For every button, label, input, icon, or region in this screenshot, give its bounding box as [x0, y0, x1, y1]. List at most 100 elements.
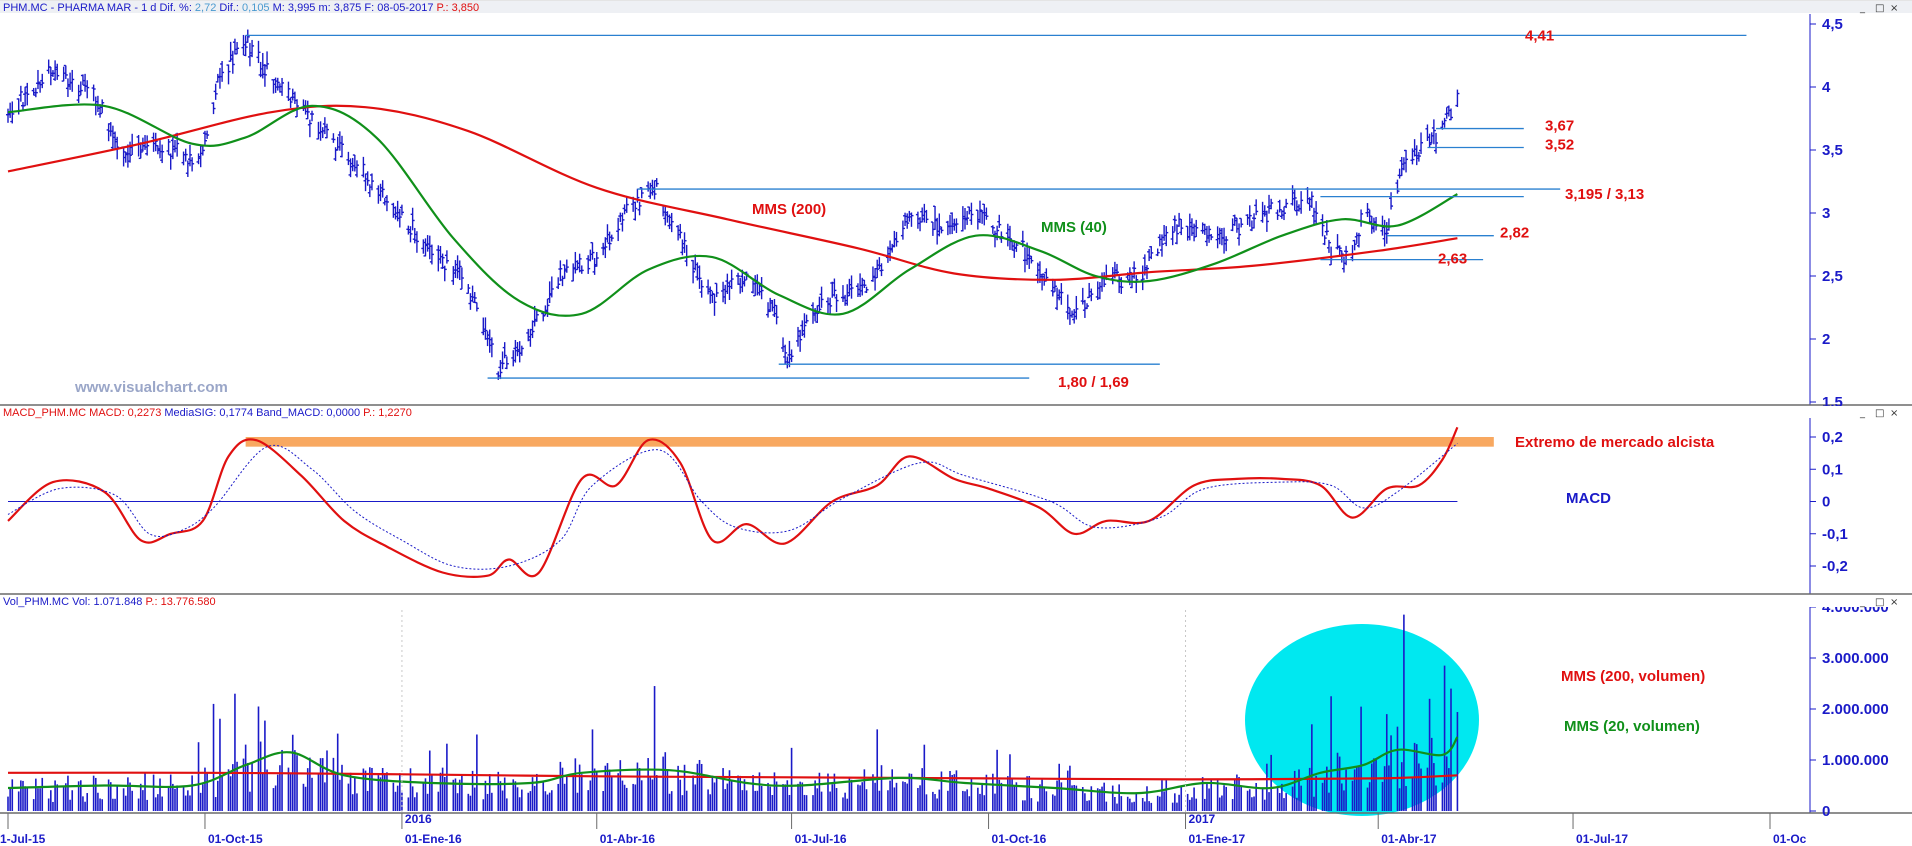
price-bars: [6, 29, 1460, 380]
macd-close-button[interactable]: ×: [1890, 408, 1898, 419]
price-bar: [1115, 263, 1120, 276]
year-label: 2016: [405, 812, 432, 826]
header-signal-label: MediaSIG:: [161, 407, 216, 419]
price-bar: [1395, 179, 1400, 194]
price-bar: [1416, 151, 1421, 162]
price-bar: [220, 61, 225, 82]
price-bar: [202, 130, 207, 145]
level-label: 3,67: [1545, 118, 1574, 135]
price-bar: [40, 73, 45, 89]
price-bar: [190, 157, 195, 172]
price-bar: [817, 296, 822, 313]
price-bar: [483, 317, 488, 340]
price-bar: [909, 212, 914, 227]
macd-y-tick-label: 0,2: [1822, 429, 1843, 446]
price-bar: [1309, 191, 1314, 208]
price-bar: [33, 87, 38, 98]
price-bar: [586, 255, 591, 274]
volume-maximize-button[interactable]: □: [1875, 597, 1884, 608]
price-bar: [1239, 217, 1244, 228]
macd-y-tick-label: -0,2: [1822, 558, 1848, 575]
price-bar: [1179, 219, 1184, 236]
header-name: Vol_PHM.MC: [3, 596, 69, 608]
header-band-value: 0,0000: [323, 407, 360, 419]
price-maximize-button[interactable]: □: [1875, 3, 1884, 14]
price-bar: [1164, 226, 1169, 247]
price-bar: [1085, 303, 1090, 310]
price-bar: [466, 284, 471, 295]
price-bar: [265, 51, 270, 70]
header-vol-label: Vol:: [69, 596, 90, 608]
x-tick-label: 01-Abr-16: [600, 832, 656, 846]
price-bar: [990, 225, 995, 234]
price-bar: [1207, 225, 1212, 243]
mms40-label: MMS (40): [1041, 219, 1107, 236]
price-bar: [145, 135, 150, 156]
price-bar: [1337, 245, 1342, 256]
price-bar: [1059, 283, 1064, 305]
price-bar: [459, 267, 464, 290]
price-bar: [243, 35, 248, 57]
macd-minimize-button[interactable]: _: [1859, 408, 1866, 419]
price-bar: [1314, 201, 1319, 224]
price-bar: [894, 231, 899, 247]
price-minimize-button[interactable]: _: [1859, 3, 1866, 14]
macd-label: MACD: [1566, 490, 1611, 507]
price-bar: [397, 208, 402, 228]
price-bar: [1352, 239, 1357, 251]
price-bar: [556, 277, 561, 290]
price-bar: [924, 209, 929, 224]
price-bar: [1194, 219, 1199, 238]
price-bar: [1365, 203, 1370, 218]
price-y-tick-label: 4,5: [1822, 16, 1843, 33]
price-bar: [160, 144, 165, 164]
price-bar: [939, 226, 944, 234]
price-bar: [1326, 239, 1331, 253]
price-bar: [682, 232, 687, 253]
level-label: 1,80 / 1,69: [1058, 374, 1129, 391]
macd-maximize-button[interactable]: □: [1875, 408, 1884, 419]
signal-line: [7, 443, 1458, 570]
price-bar: [408, 226, 413, 243]
price-bar: [742, 276, 747, 287]
price-bar: [489, 337, 494, 358]
price-bar: [18, 85, 23, 102]
volume-highlight-ellipse: [1245, 624, 1479, 816]
price-bar: [849, 275, 854, 299]
price-bar: [652, 180, 657, 200]
price-bar: [230, 50, 235, 74]
price-bar: [498, 360, 503, 380]
price-bar: [166, 138, 171, 155]
price-bar: [1174, 224, 1179, 245]
header-name: MACD_PHM.MC: [3, 407, 86, 419]
price-bar: [603, 237, 608, 259]
price-bar: [85, 80, 90, 99]
volume-minimize-button[interactable]: _: [1859, 597, 1866, 608]
price-bar: [384, 195, 389, 212]
price-bar: [25, 82, 30, 106]
price-bar: [286, 81, 291, 101]
price-bar: [1431, 119, 1436, 145]
price-bar: [1264, 210, 1269, 232]
price-close-button[interactable]: ×: [1890, 3, 1898, 14]
price-bar: [472, 292, 477, 304]
price-bar: [564, 259, 569, 273]
header-price-value: 3,850: [449, 2, 480, 14]
price-bar: [226, 64, 231, 85]
volume-y-tick-label: 0: [1822, 803, 1830, 820]
price-bar: [1247, 205, 1252, 227]
macd-y-tick-label: 0,1: [1822, 461, 1843, 478]
header-p-value: 1,2270: [375, 407, 412, 419]
x-tick-label: 01-Abr-17: [1381, 832, 1437, 846]
price-bar: [1074, 295, 1079, 320]
price-bar: [1389, 192, 1394, 210]
volume-close-button[interactable]: ×: [1890, 597, 1898, 608]
price-bar: [558, 260, 563, 282]
price-bar: [633, 201, 638, 221]
price-bar: [1159, 234, 1164, 257]
header-p-label: P.:: [142, 596, 157, 608]
level-2-82: 2,82: [1386, 225, 1529, 242]
price-bar: [708, 286, 713, 304]
